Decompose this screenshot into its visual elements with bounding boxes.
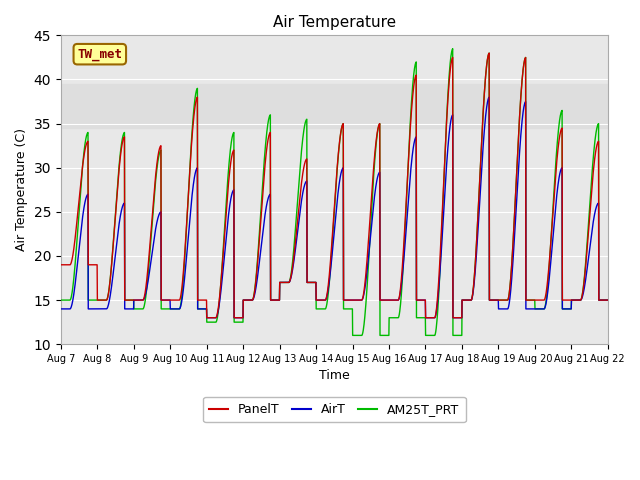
Legend: PanelT, AirT, AM25T_PRT: PanelT, AirT, AM25T_PRT [203, 397, 465, 422]
AirT [604, 297, 612, 303]
AM25T_PRT [556, 116, 564, 121]
AM25T_PRT [493, 297, 501, 303]
AM25T_PRT [209, 319, 217, 325]
AM25T_PRT [604, 297, 612, 303]
AirT [203, 315, 211, 321]
AM25T_PRT [449, 46, 456, 51]
PanelT [493, 297, 501, 303]
AirT [362, 276, 370, 282]
AM25T_PRT [362, 299, 370, 304]
AM25T_PRT [350, 333, 358, 338]
Y-axis label: Air Temperature (C): Air Temperature (C) [15, 128, 28, 251]
PanelT [203, 315, 211, 321]
AirT [210, 315, 218, 321]
PanelT [350, 297, 358, 303]
AirT [556, 171, 564, 177]
PanelT [571, 297, 579, 303]
X-axis label: Time: Time [319, 370, 349, 383]
Line: AM25T_PRT: AM25T_PRT [61, 48, 608, 336]
AirT [57, 306, 65, 312]
AirT [571, 297, 579, 303]
PanelT [57, 262, 65, 268]
Text: TW_met: TW_met [77, 48, 122, 60]
Bar [61, 84, 608, 128]
AM25T_PRT [349, 333, 356, 338]
AirT [493, 297, 501, 303]
AM25T_PRT [57, 297, 65, 303]
Line: PanelT: PanelT [61, 53, 608, 318]
PanelT [556, 132, 564, 138]
PanelT [604, 297, 612, 303]
AM25T_PRT [571, 297, 579, 303]
AirT [350, 297, 358, 303]
Title: Air Temperature: Air Temperature [273, 15, 396, 30]
PanelT [485, 50, 493, 56]
AirT [485, 94, 493, 100]
PanelT [362, 269, 370, 275]
Line: AirT: AirT [61, 97, 608, 318]
PanelT [210, 315, 218, 321]
